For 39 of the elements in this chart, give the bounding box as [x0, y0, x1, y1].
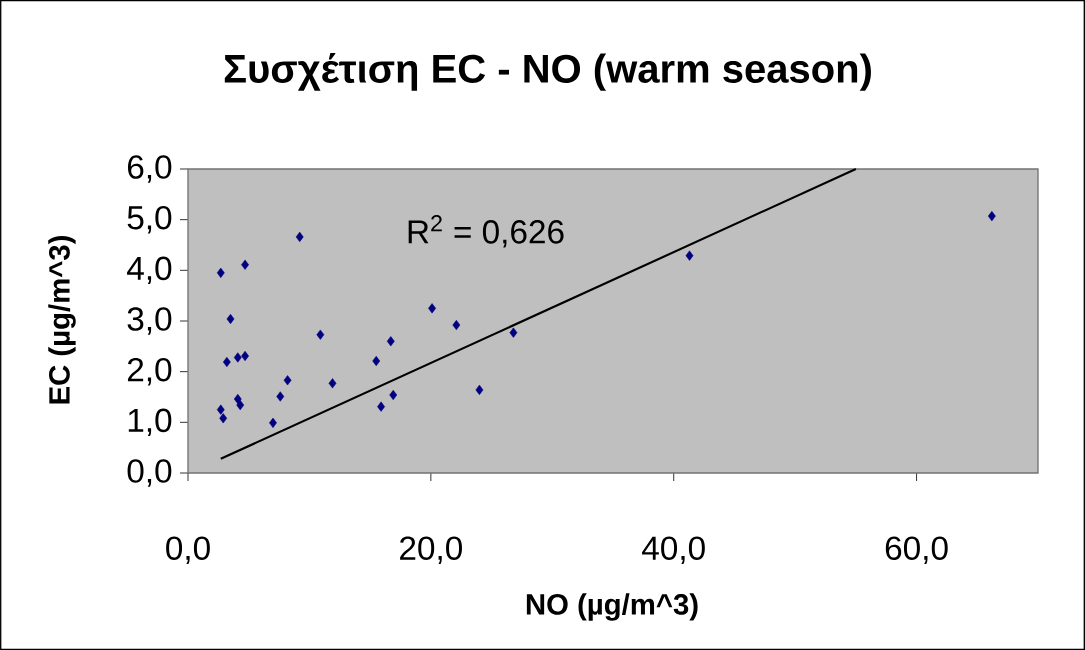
y-tick-label: 5,0 — [127, 205, 172, 234]
point — [226, 313, 235, 325]
y-tick-label: 6,0 — [127, 155, 172, 183]
point — [216, 404, 225, 415]
point — [216, 267, 225, 278]
y-tick-label: 3,0 — [127, 307, 172, 335]
point — [222, 356, 231, 368]
point — [389, 389, 398, 401]
point — [452, 319, 461, 331]
y-tick-label: 0,0 — [127, 459, 172, 487]
point — [295, 231, 304, 242]
point — [233, 352, 242, 363]
x-tick-label: 0,0 — [166, 536, 210, 564]
y-tick-label: 1,0 — [128, 408, 172, 437]
point — [328, 378, 337, 389]
point — [509, 327, 518, 338]
point — [386, 336, 395, 347]
chart-title: Συσχέτιση EC - NO (warm season) — [224, 53, 871, 91]
point — [377, 401, 385, 412]
point — [283, 375, 292, 386]
point — [685, 250, 694, 261]
x-tick-label: 20,0 — [400, 536, 462, 564]
y-tick-label: 4,0 — [127, 256, 172, 285]
point — [987, 211, 996, 222]
x-axis-title: NO (µg/m^3) — [526, 593, 698, 621]
point — [236, 400, 245, 411]
point — [316, 329, 325, 340]
y-axis-title: EC (µg/m^3) — [48, 236, 76, 404]
point — [241, 259, 249, 270]
x-tick-label: 40,0 — [642, 536, 705, 564]
annotation: R$^{2}$ = 0,626 — [408, 215, 564, 248]
point — [475, 384, 484, 395]
point — [276, 391, 285, 402]
x-tick-label: 60,0 — [885, 536, 948, 564]
y-tick-label: 2,0 — [127, 357, 172, 386]
point — [372, 355, 381, 367]
point — [219, 413, 228, 424]
point — [428, 303, 436, 314]
point — [269, 417, 277, 428]
